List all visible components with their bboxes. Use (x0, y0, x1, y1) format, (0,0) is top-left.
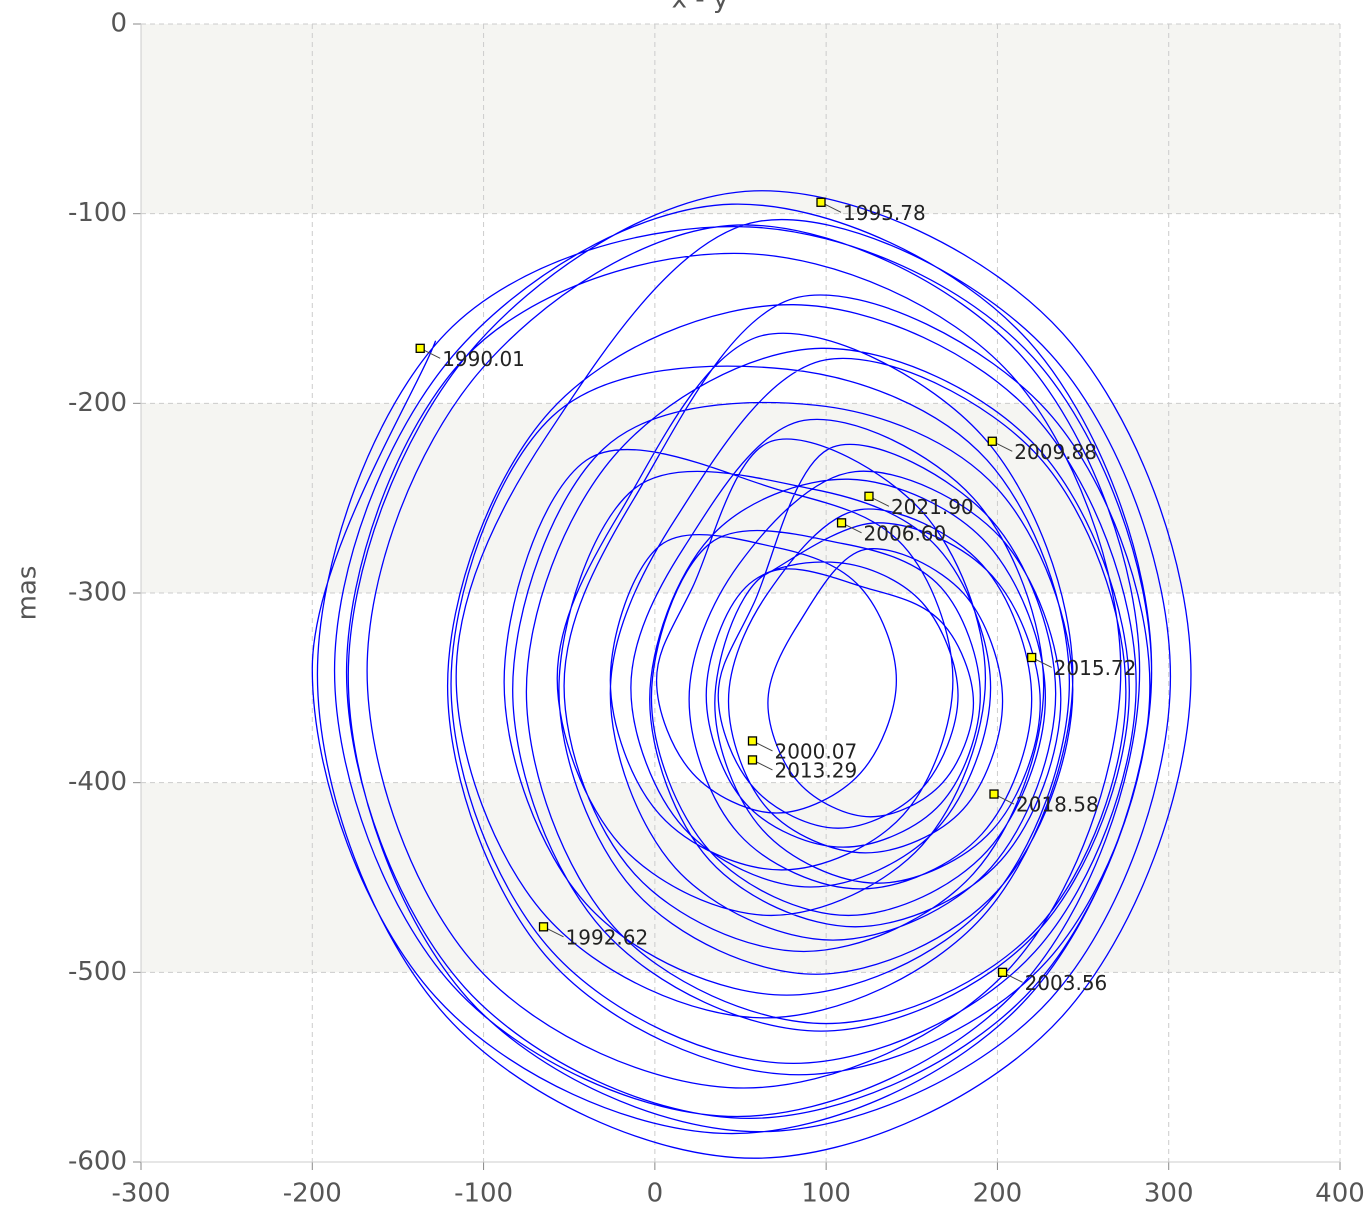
x-tick-label: 300 (1144, 1179, 1194, 1209)
y-axis-label: mas (13, 566, 43, 621)
epoch-label: 2018.58 (1016, 793, 1099, 817)
epoch-marker (816, 197, 826, 207)
x-tick-label: -200 (283, 1179, 342, 1209)
epoch-label: 2015.72 (1054, 656, 1137, 680)
epoch-marker (538, 922, 549, 932)
epoch-label: 1995.78 (843, 201, 926, 225)
epoch-label: 2000.07 (774, 739, 857, 763)
data-line (311, 190, 1192, 1159)
y-tick-label: -100 (68, 198, 127, 228)
epoch-label: 2013.29 (774, 758, 857, 782)
epoch-marker (747, 736, 758, 746)
epoch-marker (864, 491, 874, 501)
epoch-label: 1992.62 (566, 925, 649, 949)
y-tick-label: -600 (68, 1147, 127, 1177)
chart-title: x - y (672, 0, 729, 15)
epoch-marker (415, 343, 425, 353)
y-tick-label: 0 (110, 9, 127, 39)
epoch-label: 2003.56 (1025, 971, 1108, 995)
y-tick-label: -500 (68, 957, 127, 987)
epoch-marker (1027, 652, 1037, 663)
y-tick-label: -200 (68, 388, 127, 418)
y-tick-label: -400 (68, 767, 127, 797)
band (141, 403, 1340, 593)
x-tick-label: 400 (1315, 1179, 1365, 1209)
epoch-marker (836, 518, 847, 528)
epoch-marker (989, 789, 999, 799)
epoch-marker (747, 755, 758, 765)
epoch-label: 2021.90 (891, 495, 974, 519)
epoch-marker (987, 436, 997, 446)
x-tick-label: -300 (111, 1179, 170, 1209)
epoch-label: 2009.88 (1014, 440, 1097, 464)
x-tick-label: -100 (454, 1179, 513, 1209)
epoch-label: 2006.60 (864, 521, 947, 545)
x-tick-label: 100 (801, 1179, 851, 1209)
x-tick-label: 200 (973, 1179, 1023, 1209)
epoch-marker (997, 967, 1008, 977)
band (141, 24, 1340, 214)
epoch-label: 1990.01 (442, 347, 525, 371)
x-tick-label: 0 (647, 1179, 664, 1209)
y-tick-label: -300 (68, 578, 127, 608)
